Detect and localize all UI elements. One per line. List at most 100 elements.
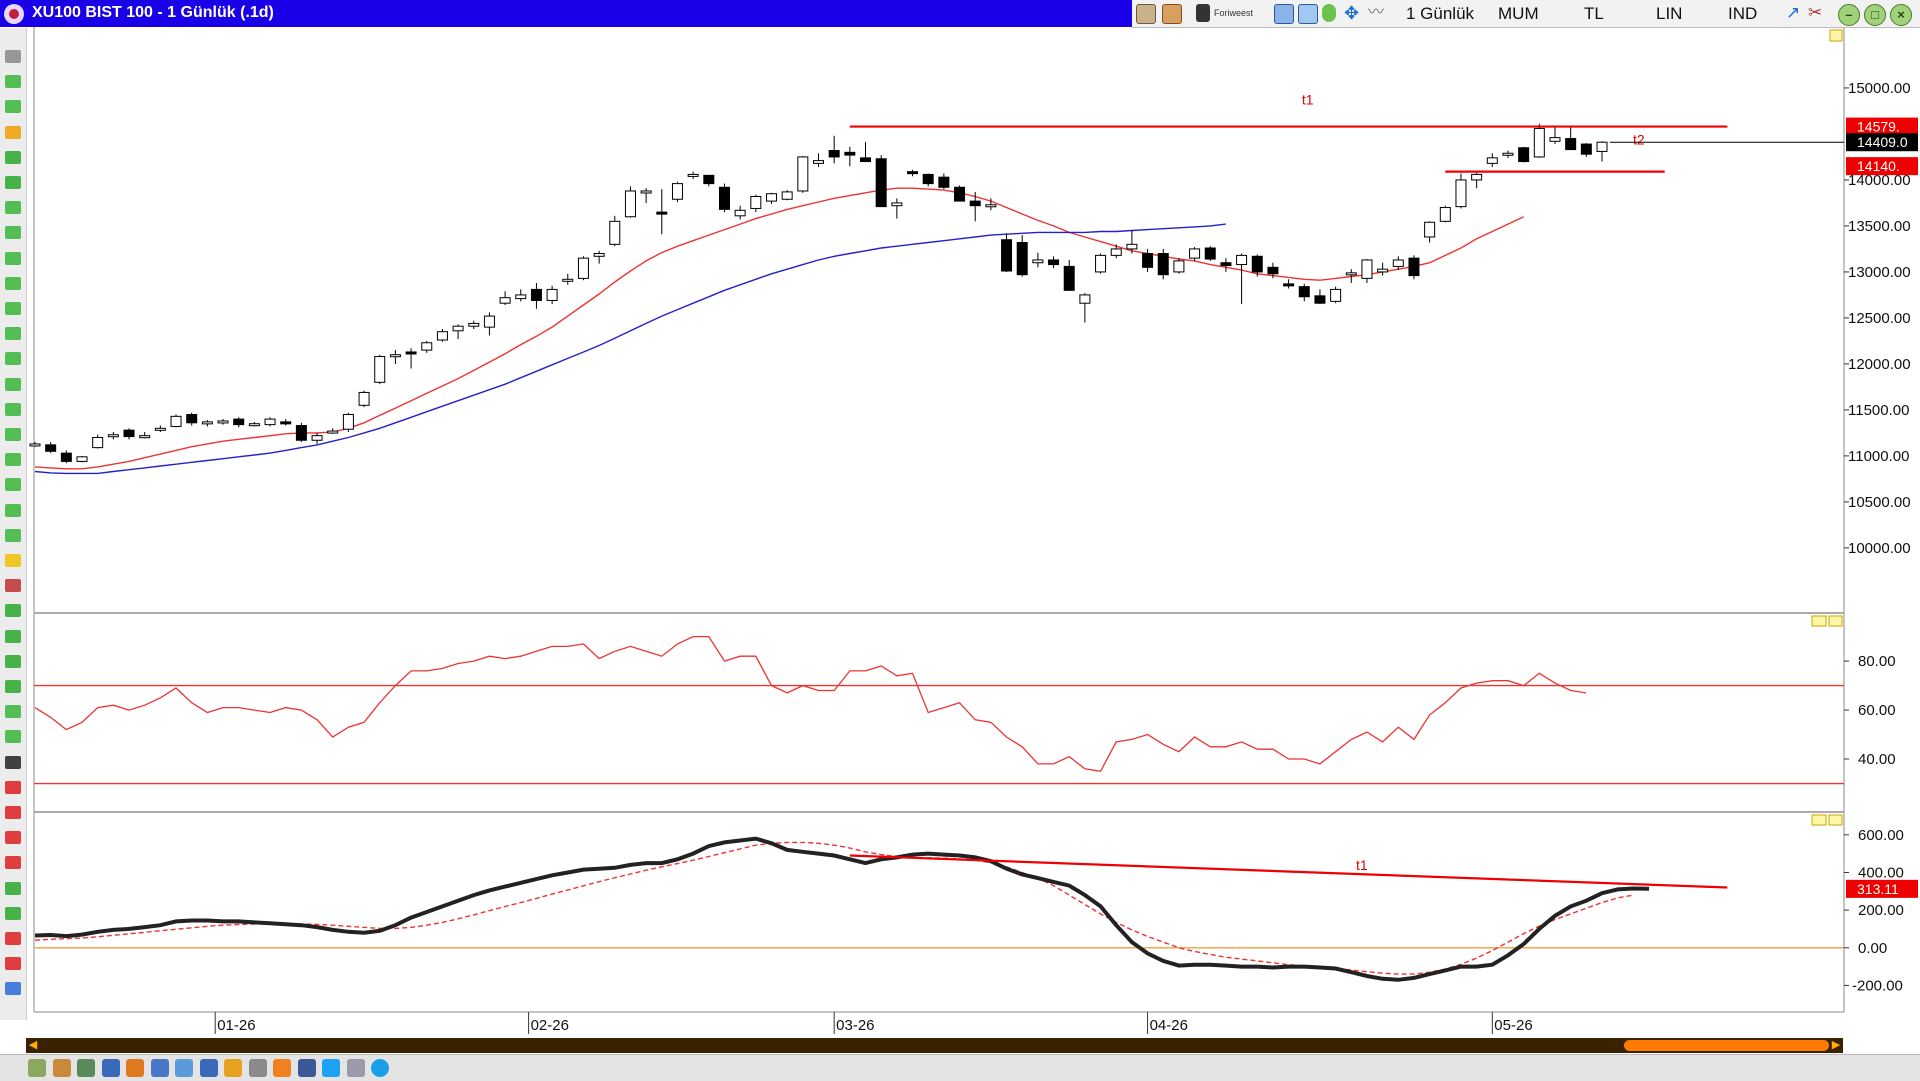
- template-icon[interactable]: [224, 1059, 242, 1077]
- wave-icon[interactable]: [5, 906, 21, 920]
- candle-body[interactable]: [1001, 239, 1013, 272]
- candle-body[interactable]: [1126, 243, 1138, 250]
- tools-icon[interactable]: ✂: [1808, 3, 1823, 22]
- candle-body[interactable]: [107, 434, 119, 438]
- candle-body[interactable]: [1330, 288, 1342, 302]
- scroll-thumb[interactable]: [1624, 1040, 1829, 1051]
- candle-body[interactable]: [154, 427, 166, 431]
- candle-body[interactable]: [76, 456, 88, 462]
- candle-body[interactable]: [1157, 253, 1169, 276]
- candle-body[interactable]: [1596, 141, 1608, 152]
- candle-body[interactable]: [530, 288, 542, 301]
- candle-body[interactable]: [1455, 179, 1467, 208]
- grid-tool-icon[interactable]: [5, 377, 21, 391]
- smiley-icon[interactable]: [5, 554, 21, 567]
- pencil-icon[interactable]: [5, 75, 21, 89]
- candle-body[interactable]: [327, 430, 339, 434]
- scale-selector[interactable]: LIN: [1656, 4, 1683, 23]
- candle-body[interactable]: [1283, 283, 1295, 287]
- candle-body[interactable]: [452, 325, 464, 332]
- candle-body[interactable]: [311, 435, 323, 441]
- pointer-icon[interactable]: [5, 50, 21, 63]
- candle-body[interactable]: [280, 421, 292, 425]
- book-icon[interactable]: [52, 1059, 71, 1077]
- gann-grid-icon[interactable]: [5, 478, 21, 492]
- candle-body[interactable]: [577, 257, 589, 279]
- candle-body[interactable]: [1408, 257, 1420, 277]
- app-logo-icon[interactable]: [4, 4, 24, 24]
- candle-body[interactable]: [421, 342, 433, 351]
- compare-icon[interactable]: [1298, 4, 1318, 24]
- candle-body[interactable]: [1549, 137, 1561, 142]
- book-icon[interactable]: [1162, 4, 1182, 24]
- candle-body[interactable]: [248, 423, 260, 427]
- segment-icon[interactable]: [5, 604, 21, 618]
- pitchfork-icon[interactable]: [5, 402, 21, 416]
- candle-body[interactable]: [1314, 295, 1326, 304]
- candle-body[interactable]: [201, 421, 213, 425]
- horizontal-scrollbar[interactable]: ◀ ▶: [26, 1038, 1843, 1053]
- facebook-icon[interactable]: [297, 1059, 316, 1077]
- candle-body[interactable]: [1424, 221, 1436, 238]
- text-tool-icon[interactable]: [5, 755, 21, 769]
- ellipse-icon[interactable]: [5, 780, 21, 794]
- candle-body[interactable]: [170, 415, 182, 427]
- extended-line-icon[interactable]: [5, 654, 21, 668]
- candle-body[interactable]: [389, 354, 401, 358]
- macd-panel[interactable]: -200.00 0.00 200.00 400.00 600.00 t1 313.11: [34, 827, 1918, 995]
- at-text-icon[interactable]: [5, 100, 21, 114]
- candle-body[interactable]: [1220, 262, 1232, 266]
- candle-body[interactable]: [123, 429, 135, 438]
- candle-body[interactable]: [29, 443, 41, 447]
- restore-icon[interactable]: □: [1864, 4, 1886, 26]
- candle-body[interactable]: [609, 220, 621, 245]
- horizontal-line-icon[interactable]: [5, 150, 21, 164]
- close-icon[interactable]: ×: [1890, 4, 1912, 26]
- candle-body[interactable]: [483, 315, 495, 328]
- candle-body[interactable]: [1345, 272, 1357, 276]
- candle-body[interactable]: [703, 174, 715, 185]
- filled-rect-icon[interactable]: [5, 957, 21, 971]
- spiral-icon[interactable]: [5, 302, 21, 315]
- candle-body[interactable]: [562, 278, 574, 282]
- candle-body[interactable]: [891, 202, 903, 207]
- candle-body[interactable]: [1048, 259, 1060, 266]
- minimize-icon[interactable]: –: [1838, 4, 1860, 26]
- sparkline-icon[interactable]: 〰: [1368, 4, 1385, 21]
- candle-body[interactable]: [342, 414, 354, 430]
- candle-body[interactable]: [718, 186, 730, 210]
- gann-icon[interactable]: [5, 251, 21, 265]
- candle-body[interactable]: [374, 356, 386, 383]
- candle-body[interactable]: [954, 186, 966, 202]
- candle-body[interactable]: [750, 195, 762, 209]
- chart-type-selector[interactable]: MUM: [1498, 4, 1539, 23]
- candle-body[interactable]: [1079, 294, 1091, 304]
- candle-body[interactable]: [358, 391, 370, 406]
- candle-body[interactable]: [92, 437, 104, 449]
- candle-body[interactable]: [405, 351, 417, 355]
- candle-body[interactable]: [969, 200, 981, 207]
- print-preview-icon[interactable]: [150, 1059, 169, 1077]
- candle-body[interactable]: [295, 425, 307, 441]
- fib-fan-icon[interactable]: [5, 327, 21, 341]
- news-icon[interactable]: [199, 1059, 218, 1077]
- candle-body[interactable]: [1392, 259, 1404, 267]
- candle-body[interactable]: [60, 452, 72, 462]
- candle-body[interactable]: [186, 414, 198, 424]
- candle-body[interactable]: [499, 297, 511, 304]
- candle-body[interactable]: [515, 294, 527, 300]
- andrews-icon[interactable]: [5, 503, 21, 517]
- ruler-icon[interactable]: [5, 226, 21, 240]
- fib-retrace-icon[interactable]: [5, 352, 21, 366]
- calc-icon[interactable]: [175, 1059, 193, 1077]
- candle-body[interactable]: [687, 173, 699, 177]
- macd-trendline[interactable]: [849, 854, 1728, 889]
- candle-body[interactable]: [546, 288, 558, 301]
- triangle-icon[interactable]: [5, 806, 21, 819]
- vertical-line-icon[interactable]: [5, 176, 21, 189]
- cycle-icon[interactable]: [5, 276, 21, 290]
- period-selector[interactable]: 1 Günlük: [1406, 4, 1475, 23]
- chart-icon[interactable]: [28, 1059, 46, 1077]
- candle-body[interactable]: [436, 331, 448, 341]
- share-icon[interactable]: [273, 1059, 291, 1077]
